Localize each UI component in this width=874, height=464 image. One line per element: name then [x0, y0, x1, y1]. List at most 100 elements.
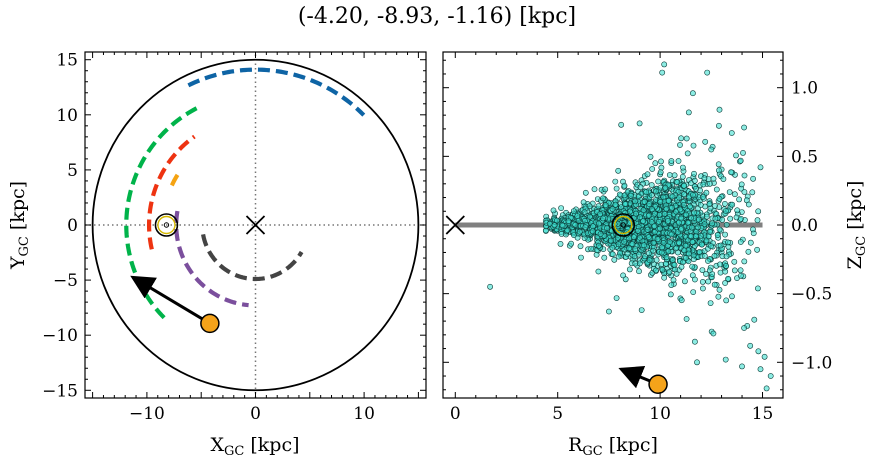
star-point: [689, 263, 696, 270]
left-object-marker: [200, 313, 220, 334]
star-point: [609, 206, 616, 212]
star-point: [729, 201, 736, 208]
star-point: [636, 251, 642, 258]
star-point: [641, 198, 648, 205]
right-plot-area: [445, 61, 774, 395]
star-point: [627, 192, 634, 199]
star-point: [707, 300, 714, 306]
star-point: [733, 152, 739, 159]
star-point: [663, 206, 670, 212]
star-point: [716, 167, 722, 174]
star-point: [668, 282, 675, 288]
star-point: [678, 135, 684, 142]
right-object-marker: [648, 374, 668, 395]
star-point: [704, 69, 711, 76]
star-point: [646, 257, 653, 264]
star-point: [740, 149, 746, 156]
star-point: [612, 201, 619, 208]
star-point: [601, 254, 608, 261]
star-point: [741, 172, 748, 179]
star-point: [726, 189, 733, 195]
star-point: [723, 208, 729, 214]
star-point: [677, 206, 684, 213]
star-point: [636, 260, 643, 267]
star-point: [741, 124, 747, 131]
star-point: [716, 122, 722, 129]
star-point: [637, 184, 644, 191]
star-point: [715, 161, 722, 168]
star-point: [723, 297, 730, 304]
star-point: [654, 236, 661, 243]
star-point: [678, 263, 685, 270]
star-point: [655, 178, 662, 185]
star-point: [651, 223, 658, 229]
star-point: [755, 285, 761, 292]
star-point: [652, 160, 659, 167]
star-point: [722, 356, 729, 363]
star-point: [716, 106, 723, 113]
star-point: [689, 238, 696, 245]
star-point: [596, 220, 602, 227]
star-point: [681, 201, 687, 208]
star-point: [666, 268, 673, 275]
star-point: [737, 239, 744, 245]
star-point: [627, 208, 633, 215]
star-point: [669, 204, 675, 211]
star-point: [678, 215, 685, 222]
star-point: [597, 211, 603, 217]
star-point: [683, 316, 690, 322]
left-y-tick-label: −15: [42, 381, 78, 401]
star-point: [574, 213, 581, 219]
star-point: [723, 262, 729, 269]
star-point: [591, 186, 598, 193]
star-point: [663, 254, 670, 261]
star-point: [641, 242, 647, 249]
star-point: [698, 241, 705, 248]
star-point: [700, 285, 706, 292]
right-y-tick-label: 0.5: [791, 147, 818, 167]
star-point: [600, 215, 606, 222]
left-y-tick-label: 0: [67, 216, 78, 236]
star-point: [657, 199, 664, 205]
star-point: [644, 171, 651, 178]
star-point: [686, 250, 692, 257]
star-point: [747, 239, 754, 246]
star-point: [706, 201, 713, 208]
star-point: [755, 208, 762, 215]
star-point: [712, 202, 718, 209]
star-point: [666, 172, 673, 178]
star-point: [714, 232, 721, 238]
star-point: [738, 272, 744, 279]
right-y-tick-label: 1.0: [791, 79, 818, 99]
star-point: [663, 260, 669, 267]
left-plot-area: [85, 52, 426, 398]
star-point: [645, 234, 652, 241]
star-point: [609, 244, 616, 251]
star-point: [577, 243, 584, 250]
star-point: [689, 224, 695, 231]
star-point: [648, 219, 655, 226]
star-point: [640, 207, 647, 214]
left-center-marker: [245, 215, 266, 235]
star-point: [763, 385, 770, 392]
star-point: [647, 153, 654, 160]
star-point: [613, 295, 620, 301]
star-point: [550, 207, 557, 214]
star-point: [662, 184, 669, 191]
star-point: [653, 188, 659, 195]
star-point: [640, 218, 647, 224]
star-point: [621, 182, 628, 189]
star-point: [745, 248, 752, 255]
star-point: [670, 277, 677, 283]
star-point: [731, 258, 738, 265]
star-point: [722, 231, 728, 238]
star-point: [616, 191, 623, 198]
star-point: [754, 246, 760, 253]
star-point: [576, 228, 583, 235]
star-point: [716, 226, 723, 233]
star-point: [626, 245, 633, 252]
star-point: [652, 210, 658, 217]
star-point: [691, 170, 697, 177]
left-y-tick-label: 15: [56, 51, 78, 71]
